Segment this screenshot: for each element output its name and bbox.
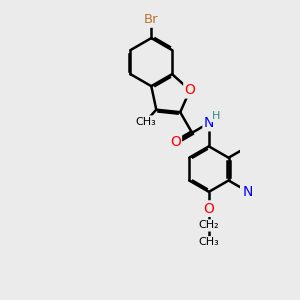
Text: O: O [203,202,214,216]
Text: CH₃: CH₃ [199,237,219,247]
Text: Br: Br [144,14,159,26]
Text: N: N [243,185,254,199]
Text: CH₃: CH₃ [135,117,156,127]
Text: O: O [170,136,181,149]
Text: O: O [184,83,195,97]
Text: N: N [204,116,214,130]
Text: CH₂: CH₂ [199,220,219,230]
Text: H: H [212,111,220,121]
